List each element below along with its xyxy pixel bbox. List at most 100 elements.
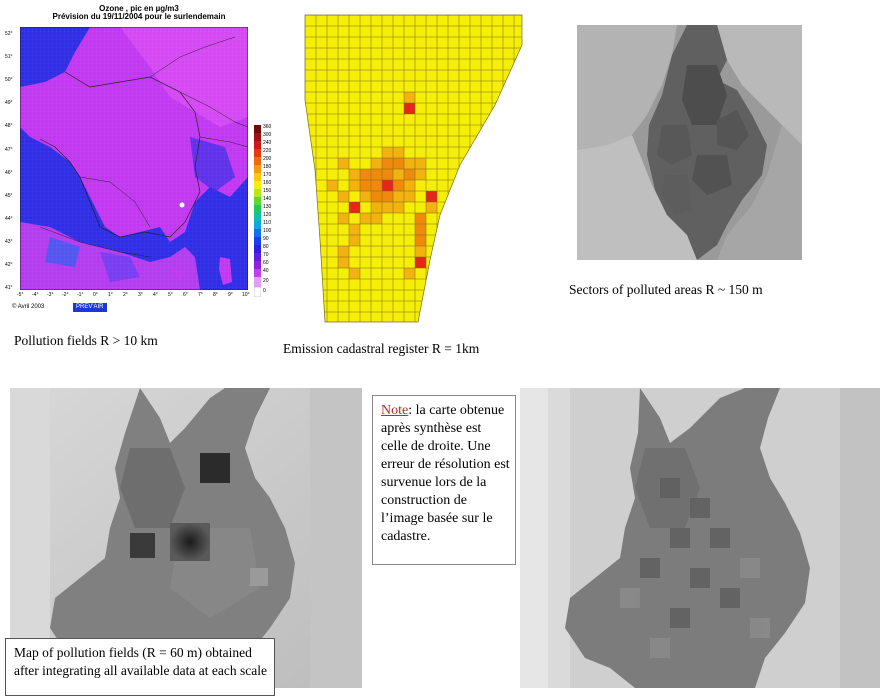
lat-label: 45° bbox=[5, 193, 13, 199]
emission-cell bbox=[404, 169, 415, 180]
colorbar-label: 0 bbox=[263, 288, 266, 294]
ozone-map-title: Ozone , pic en µg/m3 Prévision du 19/11/… bbox=[5, 5, 273, 21]
ozone-colorbar bbox=[254, 125, 261, 297]
lat-label: 46° bbox=[5, 170, 13, 176]
prevair-logo: PREV'AIR bbox=[73, 303, 107, 312]
emission-cell bbox=[338, 246, 349, 257]
colorbar-label: 360 bbox=[263, 124, 272, 130]
emission-cell bbox=[349, 180, 360, 191]
emission-cell bbox=[393, 191, 404, 202]
lon-label: -4° bbox=[32, 292, 39, 298]
emission-cell bbox=[349, 224, 360, 235]
colorbar-label: 20 bbox=[263, 278, 269, 284]
lon-label: 9° bbox=[228, 292, 233, 298]
lon-label: -5° bbox=[17, 292, 24, 298]
emission-cell bbox=[349, 235, 360, 246]
emission-cell bbox=[426, 191, 437, 202]
emission-cell bbox=[382, 147, 393, 158]
emission-cell bbox=[415, 246, 426, 257]
emission-cell bbox=[371, 169, 382, 180]
emission-cell bbox=[393, 202, 404, 213]
colorbar-label: 130 bbox=[263, 204, 272, 210]
emission-cell bbox=[360, 169, 371, 180]
note-label: Note bbox=[381, 403, 409, 418]
emission-cell bbox=[349, 191, 360, 202]
colorbar-label: 160 bbox=[263, 180, 272, 186]
colorbar-label: 300 bbox=[263, 132, 272, 138]
emission-cell bbox=[404, 224, 415, 235]
emission-cell bbox=[382, 246, 393, 257]
emission-cell bbox=[327, 169, 338, 180]
emission-cell bbox=[349, 268, 360, 279]
emission-cell bbox=[360, 202, 371, 213]
emission-cell bbox=[415, 224, 426, 235]
pollution-map-right bbox=[520, 388, 880, 688]
emission-cell bbox=[393, 158, 404, 169]
colorbar-label: 140 bbox=[263, 196, 272, 202]
colorbar-label: 220 bbox=[263, 148, 272, 154]
emission-cell bbox=[371, 202, 382, 213]
lon-label: 10° bbox=[242, 292, 250, 298]
emission-cell bbox=[338, 213, 349, 224]
emission-cell bbox=[360, 191, 371, 202]
ozone-forecast-map: Ozone , pic en µg/m3 Prévision du 19/11/… bbox=[5, 5, 273, 320]
lat-label: 48° bbox=[5, 123, 13, 129]
lon-label: 4° bbox=[153, 292, 158, 298]
emission-cell bbox=[404, 180, 415, 191]
colorbar-label: 60 bbox=[263, 260, 269, 266]
ozone-map-image bbox=[20, 27, 248, 290]
note-box: Note: la carte obtenue après synthèse es… bbox=[372, 395, 516, 565]
map-caption-text: Map of pollution fields (R = 60 m) obtai… bbox=[14, 645, 267, 678]
emission-cell bbox=[349, 202, 360, 213]
emission-cell bbox=[382, 169, 393, 180]
sectors-map bbox=[577, 25, 802, 260]
caption-sectors: Sectors of polluted areas R ~ 150 m bbox=[569, 282, 763, 297]
emission-grid bbox=[304, 14, 523, 323]
emission-cell bbox=[415, 169, 426, 180]
lat-label: 43° bbox=[5, 239, 13, 245]
colorbar-label: 80 bbox=[263, 244, 269, 250]
lon-label: 2° bbox=[123, 292, 128, 298]
emission-cell bbox=[393, 147, 404, 158]
emission-cell bbox=[382, 202, 393, 213]
emission-cell bbox=[404, 158, 415, 169]
colorbar-label: 120 bbox=[263, 212, 272, 218]
lat-label: 44° bbox=[5, 216, 13, 222]
lat-label: 42° bbox=[5, 262, 13, 268]
emission-cell bbox=[371, 180, 382, 191]
emission-cell bbox=[404, 268, 415, 279]
lat-label: 49° bbox=[5, 100, 13, 106]
emission-cell bbox=[327, 180, 338, 191]
colorbar-label: 180 bbox=[263, 164, 272, 170]
emission-cell bbox=[415, 158, 426, 169]
emission-cell bbox=[426, 202, 437, 213]
colorbar-label: 70 bbox=[263, 252, 269, 258]
emission-cell bbox=[404, 103, 415, 114]
lon-label: 1° bbox=[108, 292, 113, 298]
lon-label: 0° bbox=[93, 292, 98, 298]
colorbar-label: 200 bbox=[263, 156, 272, 162]
ozone-title-line: Ozone , pic en µg/m3 bbox=[99, 4, 179, 13]
emission-cell bbox=[415, 235, 426, 246]
colorbar-label: 170 bbox=[263, 172, 272, 178]
colorbar-label: 100 bbox=[263, 228, 272, 234]
colorbar-label: 90 bbox=[263, 236, 269, 242]
emission-cell bbox=[349, 169, 360, 180]
caption-pollution-fields: Pollution fields R > 10 km bbox=[14, 333, 158, 348]
lon-label: 3° bbox=[138, 292, 143, 298]
ozone-subtitle-line: Prévision du 19/11/2004 pour le surlende… bbox=[52, 12, 226, 21]
emission-cell bbox=[382, 158, 393, 169]
map-credit: © Avril 2003 bbox=[12, 304, 45, 310]
colorbar-label: 40 bbox=[263, 268, 269, 274]
lat-label: 47° bbox=[5, 147, 13, 153]
lon-label: -1° bbox=[77, 292, 84, 298]
emission-cell bbox=[338, 158, 349, 169]
lon-label: 6° bbox=[183, 292, 188, 298]
lat-label: 51° bbox=[5, 54, 13, 60]
emission-cell bbox=[415, 257, 426, 268]
emission-cell bbox=[393, 180, 404, 191]
lon-label: 5° bbox=[168, 292, 173, 298]
lon-label: -2° bbox=[62, 292, 69, 298]
emission-cell bbox=[393, 169, 404, 180]
emission-cell bbox=[371, 191, 382, 202]
